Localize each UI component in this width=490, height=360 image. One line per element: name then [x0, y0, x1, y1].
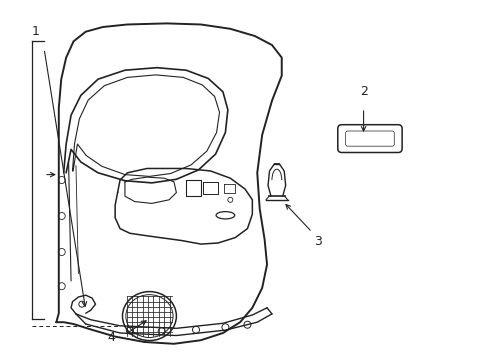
Text: 4: 4 — [108, 331, 116, 344]
Text: 2: 2 — [360, 85, 368, 98]
Text: 1: 1 — [31, 25, 39, 38]
Text: 3: 3 — [315, 235, 322, 248]
